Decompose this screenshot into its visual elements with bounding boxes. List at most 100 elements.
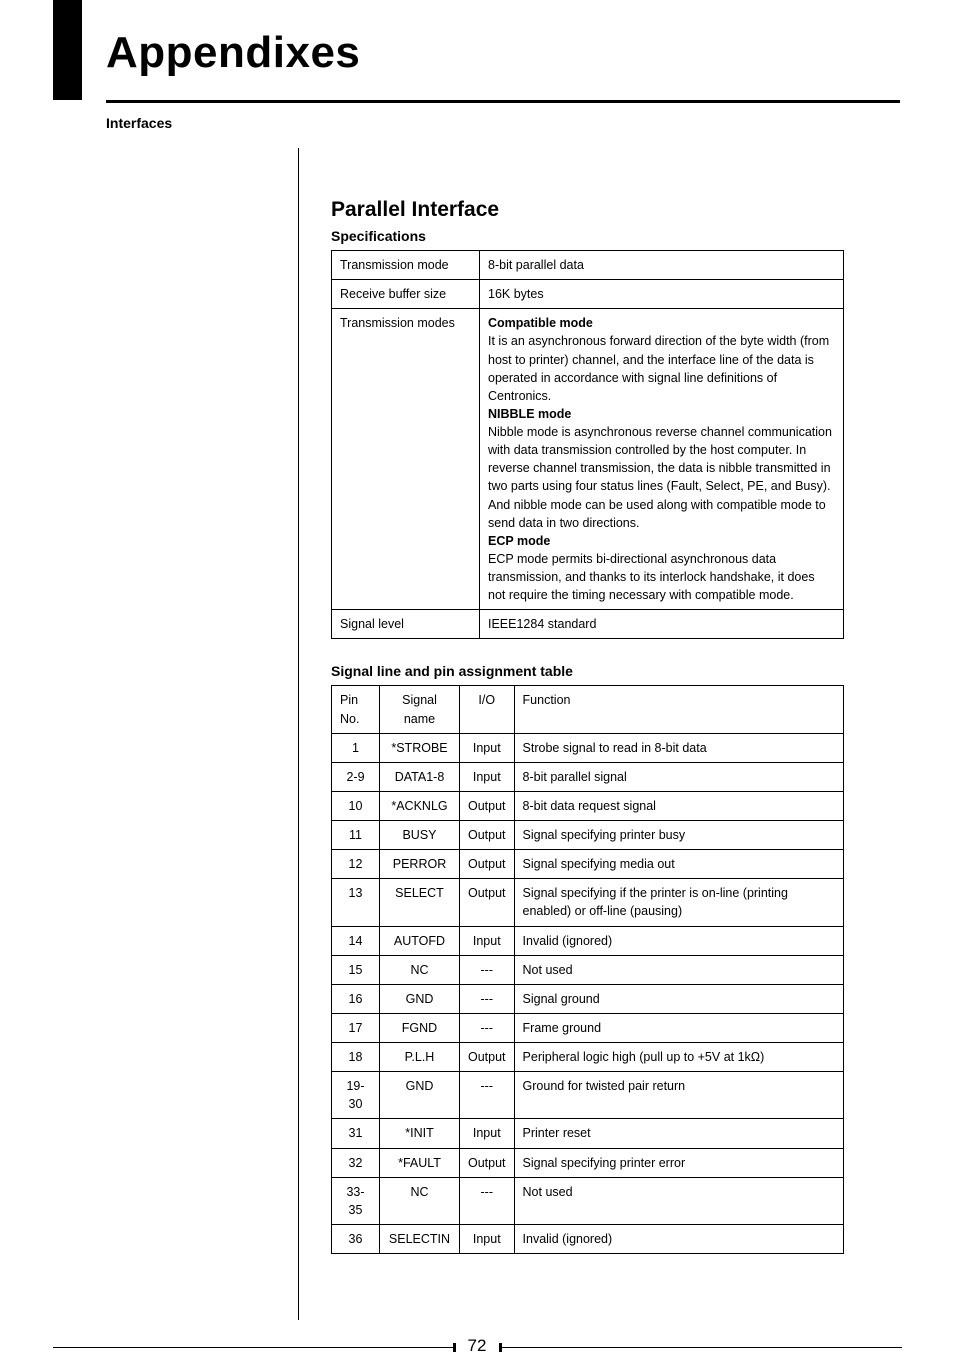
page-footer: 72 [0, 1350, 954, 1370]
page-number: 72 [0, 1336, 954, 1356]
pin-no: 31 [332, 1119, 380, 1148]
io-direction: --- [460, 955, 515, 984]
signal-name: FGND [380, 1013, 460, 1042]
spec-value: 8-bit parallel data [480, 251, 844, 280]
pin-function: Peripheral logic high (pull up to +5V at… [514, 1043, 843, 1072]
pin-no: 13 [332, 879, 380, 926]
pin-function: Signal specifying printer error [514, 1148, 843, 1177]
table-row: 17FGND---Frame ground [332, 1013, 844, 1042]
pin-no: 10 [332, 791, 380, 820]
table-row: 36SELECTINInputInvalid (ignored) [332, 1224, 844, 1253]
signal-name: NC [380, 1177, 460, 1224]
table-row: 10*ACKNLGOutput8-bit data request signal [332, 791, 844, 820]
signal-name: AUTOFD [380, 926, 460, 955]
pin-function: Not used [514, 955, 843, 984]
section-subtitle: Interfaces [106, 115, 172, 131]
pin-function: 8-bit data request signal [514, 791, 843, 820]
table-row: 12PERROROutputSignal specifying media ou… [332, 850, 844, 879]
signal-name: BUSY [380, 821, 460, 850]
vertical-rule [298, 148, 299, 1320]
pin-function: Printer reset [514, 1119, 843, 1148]
pin-no: 36 [332, 1224, 380, 1253]
io-direction: Output [460, 821, 515, 850]
pin-no: 19-30 [332, 1072, 380, 1119]
pin-no: 14 [332, 926, 380, 955]
pin-no: 15 [332, 955, 380, 984]
pin-function: Frame ground [514, 1013, 843, 1042]
table-row: 14AUTOFDInputInvalid (ignored) [332, 926, 844, 955]
pin-header-pin: Pin No. [332, 686, 380, 733]
pin-no: 18 [332, 1043, 380, 1072]
pin-header-io: I/O [460, 686, 515, 733]
pin-header-signal: Signal name [380, 686, 460, 733]
io-direction: Output [460, 1043, 515, 1072]
io-direction: Output [460, 850, 515, 879]
table-row: 19-30GND---Ground for twisted pair retur… [332, 1072, 844, 1119]
spec-label: Transmission mode [332, 251, 480, 280]
pin-assignment-heading: Signal line and pin assignment table [331, 663, 851, 679]
table-row: 32*FAULTOutputSignal specifying printer … [332, 1148, 844, 1177]
pin-function: 8-bit parallel signal [514, 762, 843, 791]
signal-name: P.L.H [380, 1043, 460, 1072]
pin-function: Invalid (ignored) [514, 1224, 843, 1253]
io-direction: --- [460, 1013, 515, 1042]
table-row: Transmission modesCompatible modeIt is a… [332, 309, 844, 610]
table-row: 2-9DATA1-8Input8-bit parallel signal [332, 762, 844, 791]
spec-label: Signal level [332, 610, 480, 639]
table-row: 16GND---Signal ground [332, 984, 844, 1013]
pin-no: 16 [332, 984, 380, 1013]
io-direction: Output [460, 1148, 515, 1177]
io-direction: --- [460, 984, 515, 1013]
pin-function: Not used [514, 1177, 843, 1224]
signal-name: SELECTIN [380, 1224, 460, 1253]
pin-no: 12 [332, 850, 380, 879]
io-direction: Input [460, 1224, 515, 1253]
table-row: 31*INITInputPrinter reset [332, 1119, 844, 1148]
pin-function: Strobe signal to read in 8-bit data [514, 733, 843, 762]
content-area: Parallel Interface Specifications Transm… [331, 198, 851, 1278]
table-row: 11BUSYOutputSignal specifying printer bu… [332, 821, 844, 850]
pin-no: 33-35 [332, 1177, 380, 1224]
table-row: 15NC---Not used [332, 955, 844, 984]
pin-function: Signal ground [514, 984, 843, 1013]
page: Appendixes Interfaces Parallel Interface… [0, 0, 954, 1348]
pin-no: 11 [332, 821, 380, 850]
io-direction: Input [460, 926, 515, 955]
pin-assignment-table: Pin No.Signal nameI/OFunction1*STROBEInp… [331, 685, 844, 1254]
signal-name: GND [380, 1072, 460, 1119]
parallel-interface-heading: Parallel Interface [331, 198, 851, 222]
pin-function: Ground for twisted pair return [514, 1072, 843, 1119]
pin-no: 32 [332, 1148, 380, 1177]
table-row: 18P.L.HOutputPeripheral logic high (pull… [332, 1043, 844, 1072]
io-direction: Output [460, 879, 515, 926]
signal-name: *FAULT [380, 1148, 460, 1177]
pin-function: Signal specifying if the printer is on-l… [514, 879, 843, 926]
signal-name: PERROR [380, 850, 460, 879]
spec-value: 16K bytes [480, 280, 844, 309]
table-row: Signal levelIEEE1284 standard [332, 610, 844, 639]
pin-function: Signal specifying printer busy [514, 821, 843, 850]
spec-value: Compatible modeIt is an asynchronous for… [480, 309, 844, 610]
pin-no: 1 [332, 733, 380, 762]
table-row: Transmission mode8-bit parallel data [332, 251, 844, 280]
spec-label: Transmission modes [332, 309, 480, 610]
signal-name: *ACKNLG [380, 791, 460, 820]
signal-name: SELECT [380, 879, 460, 926]
table-header-row: Pin No.Signal nameI/OFunction [332, 686, 844, 733]
signal-name: NC [380, 955, 460, 984]
pin-function: Signal specifying media out [514, 850, 843, 879]
io-direction: Input [460, 762, 515, 791]
signal-name: DATA1-8 [380, 762, 460, 791]
spec-label: Receive buffer size [332, 280, 480, 309]
specifications-table: Transmission mode8-bit parallel dataRece… [331, 250, 844, 639]
table-row: 1*STROBEInputStrobe signal to read in 8-… [332, 733, 844, 762]
left-accent-bar [53, 0, 82, 100]
signal-name: *INIT [380, 1119, 460, 1148]
pin-no: 17 [332, 1013, 380, 1042]
specifications-heading: Specifications [331, 228, 851, 244]
io-direction: --- [460, 1177, 515, 1224]
io-direction: --- [460, 1072, 515, 1119]
title-rule [106, 100, 900, 103]
pin-function: Invalid (ignored) [514, 926, 843, 955]
table-row: 33-35NC---Not used [332, 1177, 844, 1224]
